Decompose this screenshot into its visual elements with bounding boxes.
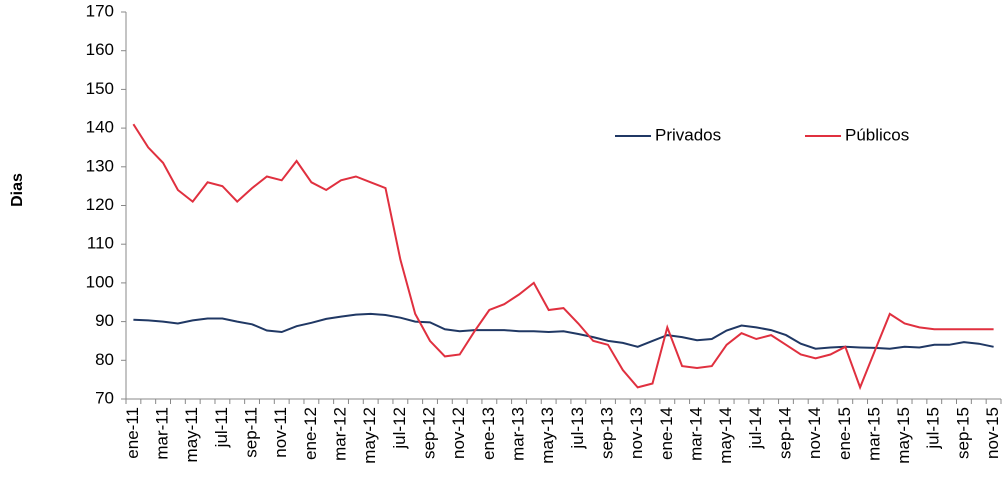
x-tick-label: mar-11 (153, 407, 172, 460)
x-tick-label: ene-12 (301, 407, 320, 460)
y-tick-label: 130 (86, 156, 114, 175)
x-tick-label: sep-13 (597, 407, 616, 459)
x-tick-label: mar-13 (508, 407, 527, 461)
y-tick-label: 80 (95, 350, 114, 369)
x-tick-label: jul-12 (390, 407, 409, 450)
legend-label: Privados (655, 125, 721, 144)
x-tick-label: jul-14 (746, 407, 765, 450)
y-tick-label: 150 (86, 79, 114, 98)
x-tick-label: nov-12 (449, 407, 468, 459)
x-tick-label: nov-14 (805, 407, 824, 459)
y-tick-label: 160 (86, 40, 114, 59)
data-line (132, 123, 994, 391)
x-tick-label: mar-14 (686, 407, 705, 461)
x-tick-label: mar-12 (331, 407, 350, 461)
x-tick-label: nov-13 (627, 407, 646, 459)
x-tick-label: may-12 (360, 407, 379, 464)
x-tick-label: jul-11 (212, 407, 231, 448)
y-tick-label: 110 (87, 234, 114, 253)
y-tick-label: 90 (95, 311, 114, 330)
x-tick-label: sep-14 (775, 407, 794, 459)
y-axis-label: Dias (9, 173, 26, 207)
x-tick-label: sep-11 (242, 407, 261, 458)
x-tick-label: ene-15 (835, 407, 854, 460)
y-tick-label: 70 (95, 388, 114, 407)
x-tick-label: mar-15 (864, 407, 883, 461)
x-tick-label: may-14 (716, 407, 735, 464)
x-tick-label: ene-11 (123, 407, 142, 459)
x-tick-label: ene-14 (657, 407, 676, 460)
y-tick-label: 170 (86, 1, 114, 20)
y-tick-label: 120 (86, 195, 114, 214)
data-line (133, 312, 994, 350)
x-tick-label: jul-15 (924, 407, 943, 450)
y-tick-label: 140 (86, 118, 114, 137)
x-tick-label: ene-13 (479, 407, 498, 460)
x-tick-label: sep-12 (420, 407, 439, 459)
x-tick-label: sep-15 (953, 407, 972, 459)
x-tick-label: may-11 (182, 407, 201, 462)
legend-label: Públicos (845, 125, 909, 144)
x-tick-label: may-13 (538, 407, 557, 464)
x-tick-label: jul-13 (568, 407, 587, 450)
y-tick-label: 100 (86, 272, 114, 291)
x-tick-label: nov-15 (983, 407, 1002, 459)
x-tick-label: may-15 (894, 407, 913, 464)
x-tick-label: nov-11 (271, 407, 290, 458)
